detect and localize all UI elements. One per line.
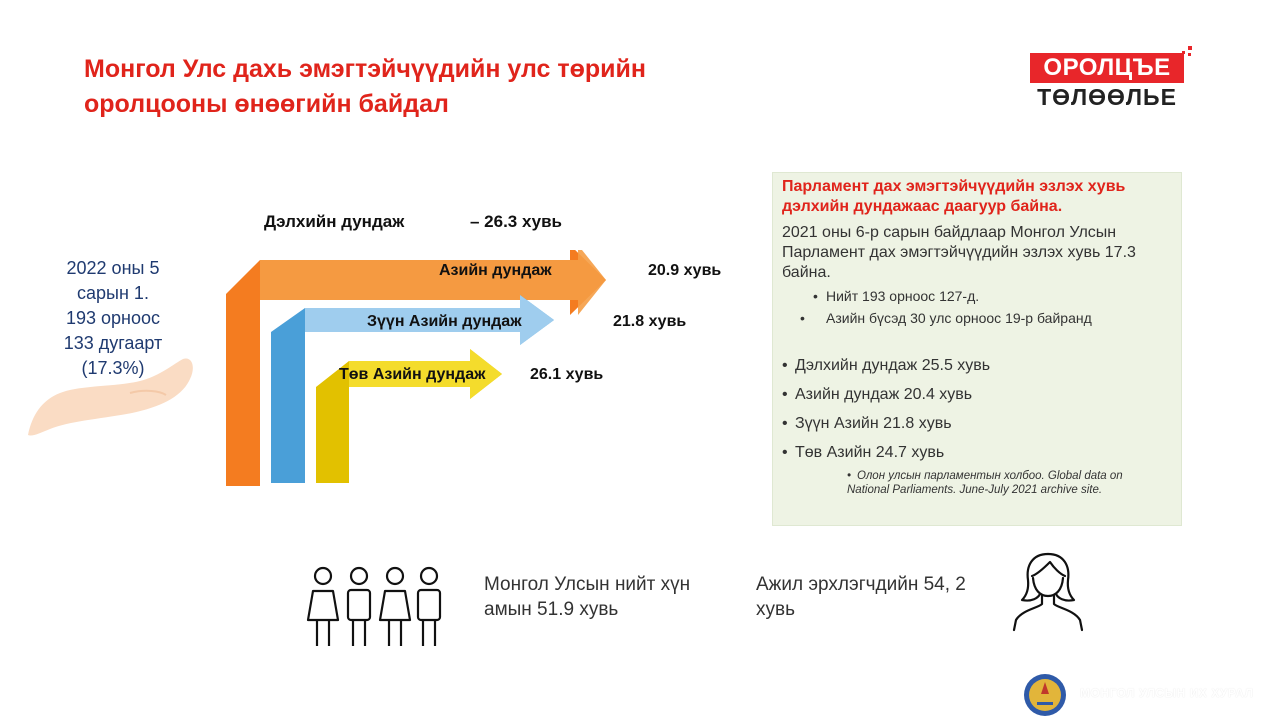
page-title: Монгол Улс дахь эмэгтэйчүүдийн улс төрий…	[84, 55, 646, 118]
rank-line: 193 орноос	[65, 308, 161, 328]
world-average-label: Дэлхийн дундаж	[264, 212, 405, 231]
rank-line: сарын 1.	[77, 283, 149, 303]
parliament-emblem-icon	[1024, 674, 1066, 716]
info-bullet: • Зүүн Азийн 21.8 хувь	[782, 415, 952, 432]
people-group-icon	[306, 566, 442, 646]
east-asia-label: Зүүн Азийн дундаж	[367, 313, 522, 330]
info-intro: 2021 оны 6-р сарын байдлаар Монгол Улсын…	[782, 224, 1136, 281]
logo-top-text: ОРОЛЦЪЕ	[1030, 53, 1184, 83]
campaign-logo: ОРОЛЦЪЕ ТӨЛӨӨЛЬЕ	[1028, 44, 1198, 112]
rank-line: 2022 оны 5	[66, 258, 160, 278]
hand-icon	[28, 358, 193, 436]
footer-text: МОНГОЛ УЛСЫН ИХ ХУРАЛ	[1080, 686, 1254, 700]
asia-label: Азийн дундаж	[439, 262, 552, 279]
rank-text: 2022 оны 5 сарын 1. 193 орноос 133 дугаа…	[48, 256, 178, 381]
employment-text: Ажил эрхлэгчдийн 54, 2 хувь	[756, 574, 966, 620]
info-heading: Парламент дах эмэгтэйчүүдийн эзлэх хувь …	[782, 178, 1126, 215]
regional-arrows	[226, 250, 606, 486]
world-average-value: – 26.3 хувь	[470, 212, 563, 231]
info-sub-bullet: • Нийт 193 орноос 127-д.	[813, 288, 980, 304]
east-asia-arrow-head	[305, 295, 554, 345]
info-sub-bullet: • Азийн бүсэд 30 улс орноос 19-р байранд	[800, 310, 1092, 326]
population-text: Монгол Улсын нийт хүн амын 51.9 хувь	[484, 574, 691, 620]
central-asia-value: 26.1 хувь	[530, 366, 604, 383]
logo-dot	[1182, 51, 1185, 54]
asia-arrow-head	[260, 250, 606, 315]
info-bullet: • Азийн дундаж 20.4 хувь	[782, 386, 973, 403]
logo-bottom-text: ТӨЛӨӨЛЬЕ	[1037, 84, 1177, 110]
rank-line: (17.3%)	[81, 358, 145, 378]
woman-icon	[1012, 552, 1084, 632]
asia-value: 20.9 хувь	[648, 262, 722, 279]
rank-line: 133 дугаарт	[63, 333, 163, 353]
info-bullet: • Төв Азийн 24.7 хувь	[782, 444, 945, 461]
info-bullet: • Дэлхийн дундаж 25.5 хувь	[782, 357, 991, 374]
logo-dot	[1188, 46, 1192, 50]
info-panel: Парламент дах эмэгтэйчүүдийн эзлэх хувь …	[772, 172, 1182, 526]
east-asia-value: 21.8 хувь	[613, 313, 687, 330]
logo-dot	[1188, 53, 1191, 56]
central-asia-label: Төв Азийн дундаж	[339, 366, 486, 383]
info-source: • Олон улсын парламентын холбоо. Global d…	[847, 470, 1123, 496]
central-asia-arrow-head	[349, 349, 502, 399]
